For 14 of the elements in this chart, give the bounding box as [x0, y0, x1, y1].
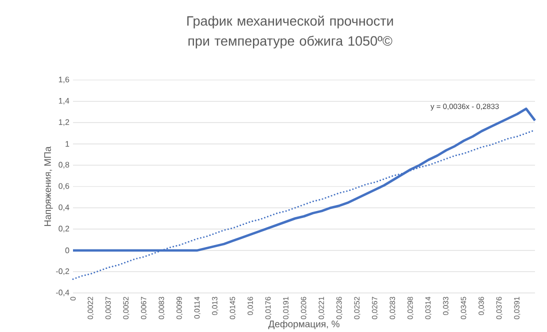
y-tick-label: 0 [65, 248, 70, 254]
y-tick-label: -0,4 [56, 290, 70, 296]
y-tick-label: 0,6 [58, 183, 70, 190]
y-tick-label: 1,2 [58, 119, 70, 126]
x-axis-title: Деформация, % [268, 320, 340, 330]
y-tick-label: 1,4 [58, 98, 70, 105]
chart-title: График механической прочности при температуре обжига 1050º© [187, 16, 393, 48]
y-tick-label: 1 [66, 141, 70, 147]
y-tick-label: 0,2 [58, 226, 70, 232]
y-tick-label: 0,4 [58, 204, 70, 212]
y-tick-label: 0,8 [58, 162, 70, 168]
y-tick-label: 1,6 [58, 76, 70, 84]
y-tick-label: -0,2 [56, 268, 70, 275]
y-axis-title: Напряжения, МПа [44, 146, 53, 226]
